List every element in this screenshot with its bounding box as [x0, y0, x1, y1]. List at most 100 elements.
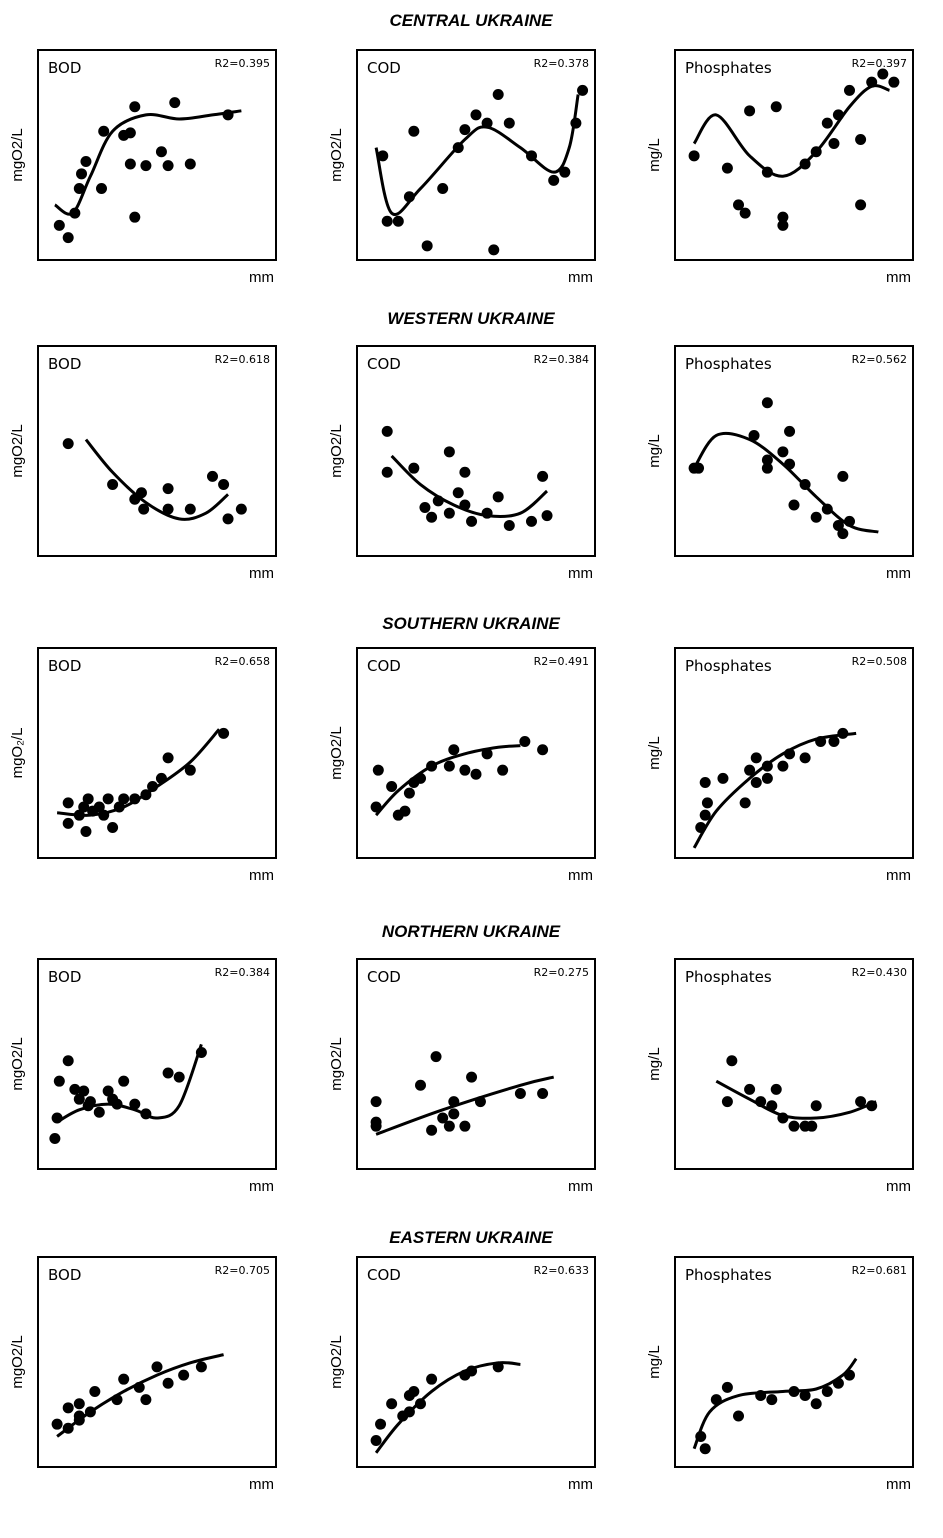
data-point	[459, 499, 471, 511]
panel-label: BOD	[48, 355, 81, 373]
data-point	[370, 1435, 382, 1447]
data-point	[784, 458, 796, 470]
data-point	[62, 1402, 74, 1414]
data-point	[426, 511, 438, 523]
data-point	[448, 1108, 460, 1120]
data-point	[386, 781, 398, 793]
scatter-panel: COD R2=0.275 mm mgO2/L	[328, 958, 596, 1195]
data-point	[62, 817, 74, 829]
x-axis-label: mm	[249, 269, 274, 286]
data-point	[443, 507, 455, 519]
data-point	[84, 1406, 96, 1418]
data-point	[73, 183, 85, 195]
data-point	[82, 793, 94, 805]
data-point	[537, 1087, 549, 1099]
x-axis-label: mm	[568, 269, 593, 286]
data-point	[78, 801, 90, 813]
data-point	[111, 1394, 123, 1406]
data-point	[129, 1098, 141, 1110]
data-point	[195, 1361, 207, 1373]
data-point	[129, 793, 141, 805]
data-point	[118, 793, 130, 805]
data-point	[452, 142, 464, 154]
trend-curve	[692, 1357, 858, 1450]
data-point	[761, 397, 773, 409]
data-point	[51, 1112, 63, 1124]
y-axis-label: mgO2/L	[328, 128, 345, 181]
data-point	[832, 1377, 844, 1389]
panel-label: COD	[367, 355, 401, 373]
data-point	[155, 146, 167, 158]
data-point	[184, 503, 196, 515]
data-point	[497, 764, 509, 776]
data-point	[222, 109, 234, 121]
data-point	[699, 1443, 711, 1455]
data-point	[855, 133, 867, 145]
data-point	[93, 1106, 105, 1118]
data-point	[162, 503, 174, 515]
data-point	[408, 462, 420, 474]
data-point	[844, 84, 855, 96]
panel-label: BOD	[48, 59, 81, 77]
data-point	[748, 429, 760, 441]
x-axis-label: mm	[886, 1476, 911, 1493]
data-point	[118, 129, 130, 141]
panel-label: Phosphates	[685, 355, 772, 373]
data-point	[755, 1096, 767, 1108]
data-point	[386, 1398, 398, 1410]
panel-label: BOD	[48, 1266, 81, 1284]
data-point	[866, 1100, 878, 1112]
data-point	[492, 88, 504, 100]
data-point	[151, 1361, 163, 1373]
data-point	[777, 211, 789, 223]
r2-label: R2=0.384	[534, 353, 589, 366]
data-point	[375, 1418, 387, 1430]
data-point	[721, 1096, 733, 1108]
data-point	[761, 166, 773, 178]
data-point	[80, 156, 92, 168]
data-point	[370, 801, 382, 813]
data-point	[98, 125, 110, 137]
data-point	[73, 1414, 85, 1426]
data-point	[503, 519, 515, 531]
data-point	[503, 117, 515, 129]
x-axis-label: mm	[568, 867, 593, 884]
data-point	[195, 1047, 207, 1059]
data-point	[415, 1079, 426, 1091]
data-point	[107, 479, 119, 491]
data-point	[828, 736, 840, 748]
data-point	[443, 760, 455, 772]
y-axis-label: mgO2/L	[9, 128, 26, 181]
data-point	[733, 199, 744, 211]
data-point	[837, 470, 849, 482]
panel-label: Phosphates	[685, 968, 772, 986]
data-point	[761, 454, 773, 466]
data-point	[93, 801, 105, 813]
data-point	[695, 821, 707, 833]
plot-frame	[37, 49, 277, 261]
data-point	[733, 1410, 744, 1422]
y-axis-label: mgO2/L	[9, 1037, 26, 1090]
panel-label: BOD	[48, 968, 81, 986]
data-point	[470, 109, 482, 121]
x-axis-label: mm	[249, 565, 274, 582]
data-point	[699, 809, 711, 821]
x-axis-label: mm	[886, 269, 911, 286]
x-axis-label: mm	[886, 565, 911, 582]
data-point	[62, 232, 74, 244]
data-point	[466, 515, 478, 527]
data-point	[474, 1096, 486, 1108]
data-point	[866, 76, 878, 88]
x-axis-label: mm	[249, 867, 274, 884]
scatter-panel: BOD R2=0.395 mm mgO2/L	[9, 49, 277, 286]
data-point	[408, 125, 420, 137]
data-point	[459, 124, 471, 136]
scatter-panel: Phosphates R2=0.681 mm mg/L	[646, 1256, 914, 1493]
data-point	[488, 244, 500, 256]
data-point	[399, 805, 411, 817]
data-point	[403, 1406, 415, 1418]
plot-frame	[674, 345, 914, 557]
data-point	[888, 76, 900, 88]
r2-label: R2=0.397	[852, 57, 907, 70]
data-point	[810, 1100, 822, 1112]
